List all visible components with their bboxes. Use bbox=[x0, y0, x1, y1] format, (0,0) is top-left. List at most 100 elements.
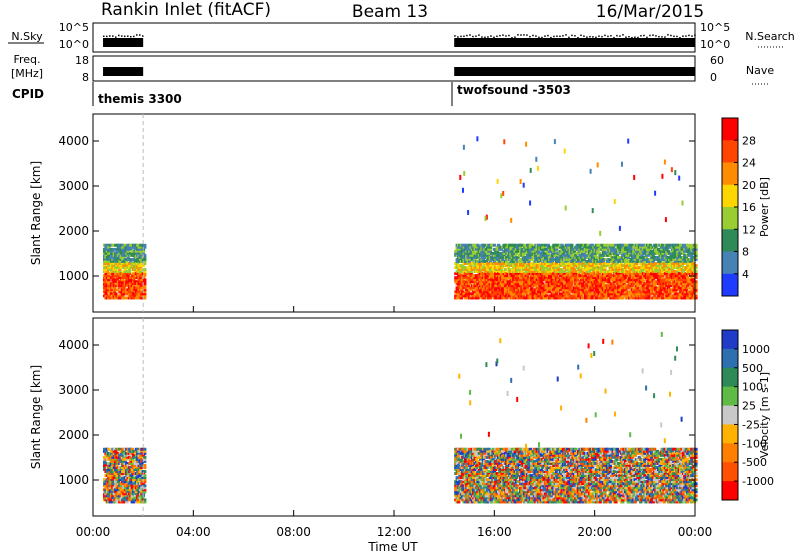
power-cell bbox=[525, 286, 530, 290]
velocity-cell bbox=[118, 453, 122, 457]
power-cell bbox=[612, 247, 617, 251]
power-cell bbox=[502, 253, 506, 257]
velocity-cell bbox=[121, 498, 125, 502]
power-cell bbox=[572, 268, 577, 271]
velocity-cell bbox=[118, 447, 122, 451]
power-cell bbox=[694, 251, 698, 255]
power-cell bbox=[122, 286, 126, 290]
power-cell bbox=[687, 278, 691, 282]
power-cell bbox=[516, 256, 520, 259]
power-cell bbox=[519, 264, 523, 267]
velocity-cell bbox=[138, 478, 143, 482]
power-cell bbox=[655, 276, 659, 280]
power-cell bbox=[143, 272, 147, 276]
power-cell bbox=[577, 243, 581, 247]
power-cell bbox=[570, 282, 574, 286]
velocity-cell bbox=[119, 468, 123, 471]
power-cell bbox=[632, 290, 636, 294]
power-scatter-echo bbox=[599, 230, 602, 236]
power-cell bbox=[681, 270, 686, 273]
power-cell bbox=[639, 262, 643, 265]
power-scatter-echo bbox=[564, 205, 567, 211]
velocity-cell bbox=[130, 484, 134, 488]
nsky-tick-top: 10^5 bbox=[59, 21, 89, 34]
power-cell bbox=[483, 243, 487, 247]
power-cell bbox=[583, 288, 588, 292]
power-cell bbox=[641, 288, 646, 292]
power-cell bbox=[143, 292, 147, 296]
power-cell bbox=[121, 272, 125, 276]
nsky-point bbox=[634, 36, 636, 38]
power-cell bbox=[618, 282, 622, 286]
power-cell bbox=[604, 264, 608, 267]
power-ytick-label: 4000 bbox=[58, 134, 89, 148]
power-cell bbox=[112, 290, 117, 294]
power-cell bbox=[657, 258, 661, 261]
power-cell bbox=[590, 296, 595, 300]
power-cell bbox=[459, 288, 464, 292]
power-cell bbox=[622, 274, 626, 278]
power-cell bbox=[672, 274, 676, 278]
power-cell bbox=[586, 243, 590, 247]
power-cell bbox=[694, 288, 698, 292]
power-cell bbox=[629, 286, 633, 290]
power-cell bbox=[105, 247, 110, 251]
power-cell bbox=[628, 251, 632, 255]
power-cell bbox=[673, 294, 677, 298]
nsky-point bbox=[469, 34, 471, 36]
power-cell bbox=[133, 247, 137, 251]
power-cell bbox=[567, 245, 571, 249]
power-cell bbox=[497, 264, 501, 267]
power-cell bbox=[466, 256, 470, 259]
power-cell bbox=[532, 292, 537, 296]
power-cell bbox=[694, 243, 698, 247]
power-cell bbox=[630, 272, 635, 276]
power-cell bbox=[639, 280, 643, 284]
power-cell bbox=[463, 296, 468, 300]
power-cell bbox=[684, 256, 688, 259]
power-cell bbox=[132, 278, 136, 282]
velocity-cell bbox=[126, 490, 130, 494]
power-cell bbox=[592, 270, 596, 273]
power-cell bbox=[512, 296, 516, 300]
power-cell bbox=[111, 282, 115, 286]
power-cell bbox=[611, 282, 615, 286]
power-cell bbox=[490, 264, 494, 267]
power-cell bbox=[563, 282, 567, 286]
power-cell bbox=[119, 266, 123, 269]
power-cell bbox=[648, 247, 653, 251]
power-cell bbox=[680, 278, 684, 282]
power-cell bbox=[658, 262, 662, 265]
power-cell bbox=[143, 296, 147, 300]
power-cell bbox=[586, 247, 590, 251]
power-cell bbox=[585, 292, 589, 296]
power-cell bbox=[114, 274, 118, 278]
power-cell bbox=[643, 274, 647, 278]
power-cell bbox=[681, 282, 686, 286]
nsky-point bbox=[508, 34, 510, 37]
velocity-cell bbox=[143, 500, 147, 504]
power-cell bbox=[623, 249, 628, 253]
power-cell bbox=[570, 270, 574, 273]
power-cell bbox=[581, 296, 585, 300]
power-cell bbox=[619, 266, 624, 269]
power-cell bbox=[514, 272, 519, 276]
velocity-cell bbox=[140, 457, 144, 461]
power-cell bbox=[694, 266, 698, 269]
velocity-cell bbox=[116, 496, 121, 500]
power-cell bbox=[141, 264, 146, 267]
power-cell bbox=[619, 262, 624, 265]
power-cell bbox=[586, 276, 590, 280]
power-cell bbox=[123, 243, 128, 247]
power-cell bbox=[497, 266, 501, 269]
power-cell bbox=[658, 260, 662, 263]
nsky-point bbox=[601, 35, 603, 38]
power-cell bbox=[694, 286, 698, 290]
power-cell bbox=[479, 270, 483, 273]
power-cell bbox=[506, 280, 510, 284]
power-cell bbox=[546, 251, 550, 255]
power-cell bbox=[517, 268, 522, 271]
power-cell bbox=[607, 294, 611, 298]
power-cell bbox=[129, 260, 133, 263]
velocity-cell bbox=[123, 480, 128, 484]
